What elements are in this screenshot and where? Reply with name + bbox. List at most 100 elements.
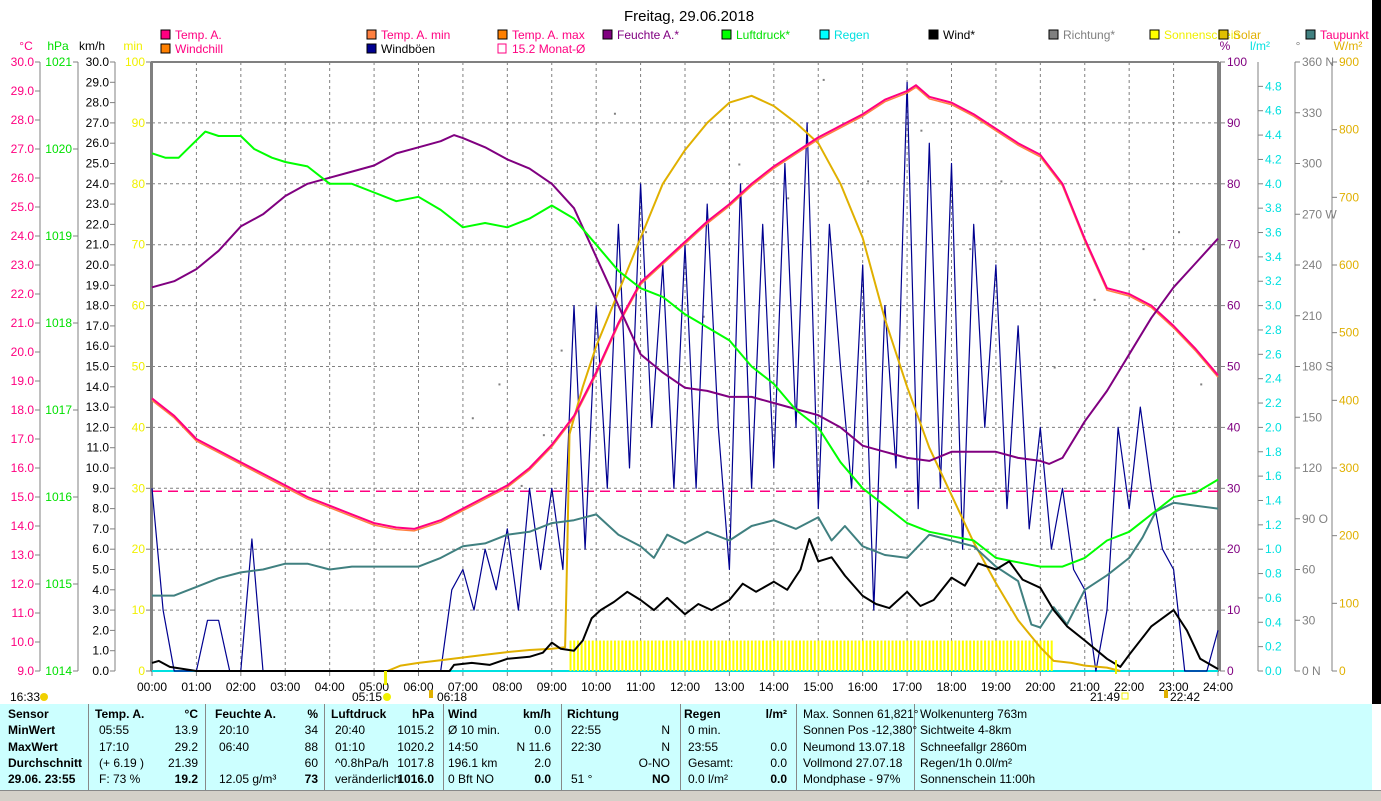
sunshine-bar bbox=[691, 640, 694, 671]
sunshine-bar bbox=[858, 640, 861, 671]
sunshine-bar bbox=[932, 640, 935, 671]
legend-swatch bbox=[366, 29, 377, 40]
marker-sunrise-time: 05:15 bbox=[352, 690, 382, 704]
sunshine-bar bbox=[884, 640, 887, 671]
sunrise-tick bbox=[384, 671, 387, 685]
axis-tick-label-sun_min: 60 bbox=[132, 299, 146, 313]
sunshine-bar bbox=[828, 640, 831, 671]
axis-tick-label-wind: 18.0 bbox=[86, 299, 110, 313]
astro-info: Vollmond 27.07.18 bbox=[803, 756, 903, 770]
header-sensor: Sensor bbox=[8, 707, 49, 721]
axis-tick-label-wind: 19.0 bbox=[86, 278, 110, 292]
astro-info: Max. Sonnen 61,821° bbox=[803, 707, 919, 721]
misc-info: Schneefallgr 2860m bbox=[920, 740, 1027, 754]
sunshine-bar bbox=[1032, 640, 1035, 671]
direction-point bbox=[1200, 383, 1203, 386]
axis-tick-label-direction: 0 N bbox=[1302, 664, 1321, 678]
legend-swatch bbox=[602, 29, 613, 40]
sunshine-bar bbox=[950, 640, 953, 671]
axis-tick-label-solar: 0 bbox=[1339, 664, 1346, 678]
axis-tick-label-temp: 11.0 bbox=[12, 606, 35, 620]
sunshine-bar bbox=[599, 640, 602, 671]
axis-tick-label-wind: 6.0 bbox=[92, 542, 109, 556]
direction-point bbox=[822, 78, 825, 81]
axis-tick-label-temp: 16.0 bbox=[11, 461, 35, 475]
column-divider bbox=[680, 704, 681, 790]
axis-tick-label-rain: 2.4 bbox=[1265, 372, 1282, 386]
sunshine-bar bbox=[898, 640, 901, 671]
sunshine-bar bbox=[650, 640, 653, 671]
header-temp: Temp. A. bbox=[95, 707, 145, 721]
press-value: 1015.2 bbox=[397, 723, 434, 737]
axis-tick-label-rain: 3.8 bbox=[1265, 201, 1282, 215]
x-axis-tick-label: 22:00 bbox=[1114, 680, 1144, 694]
axis-tick-label-direction: 210 bbox=[1302, 309, 1322, 323]
sunshine-bar bbox=[795, 640, 798, 671]
axis-tick-label-temp: 10.0 bbox=[11, 635, 35, 649]
series-temp-a bbox=[151, 84, 1219, 530]
axis-unit-pressure: hPa bbox=[47, 39, 69, 53]
axis-tick-label-sun_min: 10 bbox=[132, 603, 146, 617]
axis-tick-label-solar: 800 bbox=[1339, 123, 1359, 137]
sunshine-bar bbox=[773, 640, 776, 671]
sunshine-bar bbox=[854, 640, 857, 671]
sunshine-bar bbox=[736, 640, 739, 671]
direction-point bbox=[1142, 248, 1145, 251]
sunshine-bar bbox=[947, 640, 950, 671]
axis-tick-label-temp: 24.0 bbox=[11, 229, 35, 243]
sunshine-bar bbox=[580, 640, 583, 671]
sunshine-bar bbox=[695, 640, 698, 671]
x-axis-tick-label: 19:00 bbox=[981, 680, 1011, 694]
sunshine-bar bbox=[784, 640, 787, 671]
sunshine-bar bbox=[643, 640, 646, 671]
window-edge bbox=[1372, 0, 1381, 704]
axis-tick-label-solar: 500 bbox=[1339, 326, 1359, 340]
x-axis-tick-label: 15:00 bbox=[803, 680, 833, 694]
axis-tick-label-temp: 14.0 bbox=[11, 519, 35, 533]
sunshine-bar bbox=[732, 640, 735, 671]
sunshine-bar bbox=[606, 640, 609, 671]
axis-tick-label-wind: 27.0 bbox=[86, 116, 110, 130]
direction-point bbox=[645, 231, 648, 234]
sunshine-bar bbox=[588, 640, 591, 671]
axis-tick-label-rain: 4.0 bbox=[1265, 177, 1282, 191]
sunshine-bar bbox=[684, 640, 687, 671]
axis-tick-label-rain: 3.6 bbox=[1265, 226, 1282, 240]
axis-tick-label-solar: 300 bbox=[1339, 461, 1359, 475]
sunshine-bar bbox=[1017, 640, 1020, 671]
direction-point bbox=[702, 315, 705, 318]
axis-tick-label-rain: 0.8 bbox=[1265, 567, 1282, 581]
axis-unit-sun_min: min bbox=[123, 39, 142, 53]
axis-tick-label-humidity: 70 bbox=[1227, 238, 1241, 252]
sunshine-bar bbox=[680, 640, 683, 671]
axis-tick-label-wind: 22.0 bbox=[86, 217, 110, 231]
dir-label: 22:55 bbox=[571, 723, 602, 737]
sunshine-bar bbox=[976, 640, 979, 671]
axis-tick-label-temp: 15.0 bbox=[11, 490, 35, 504]
sunshine-bar bbox=[1043, 640, 1046, 671]
sunshine-bar bbox=[917, 640, 920, 671]
axis-tick-label-wind: 30.0 bbox=[86, 55, 110, 69]
sunshine-bar bbox=[713, 640, 716, 671]
sunshine-bar bbox=[961, 640, 964, 671]
sunshine-bar bbox=[687, 640, 690, 671]
sunshine-bar bbox=[617, 640, 620, 671]
axis-tick-label-pressure: 1018 bbox=[45, 316, 72, 330]
moon-icon bbox=[40, 693, 48, 701]
dir-label: 51 ° bbox=[571, 772, 593, 786]
sunshine-bar bbox=[995, 640, 998, 671]
x-axis-tick-label: 00:00 bbox=[137, 680, 167, 694]
x-axis-tick-label: 09:00 bbox=[537, 680, 567, 694]
legend-solar: Solar bbox=[1233, 28, 1261, 42]
x-axis-tick-label: 01:00 bbox=[181, 680, 211, 694]
wind-label: Ø 10 min. bbox=[448, 723, 501, 737]
direction-point bbox=[471, 417, 474, 420]
sunshine-bar bbox=[595, 640, 598, 671]
sunshine-bar bbox=[876, 640, 879, 671]
sunshine-bar bbox=[972, 640, 975, 671]
sunshine-bar bbox=[750, 640, 753, 671]
axis-tick-label-solar: 900 bbox=[1339, 55, 1359, 69]
axis-tick-label-pressure: 1016 bbox=[45, 490, 72, 504]
axis-tick-label-temp: 12.0 bbox=[11, 577, 35, 591]
status-bar bbox=[0, 790, 1381, 801]
